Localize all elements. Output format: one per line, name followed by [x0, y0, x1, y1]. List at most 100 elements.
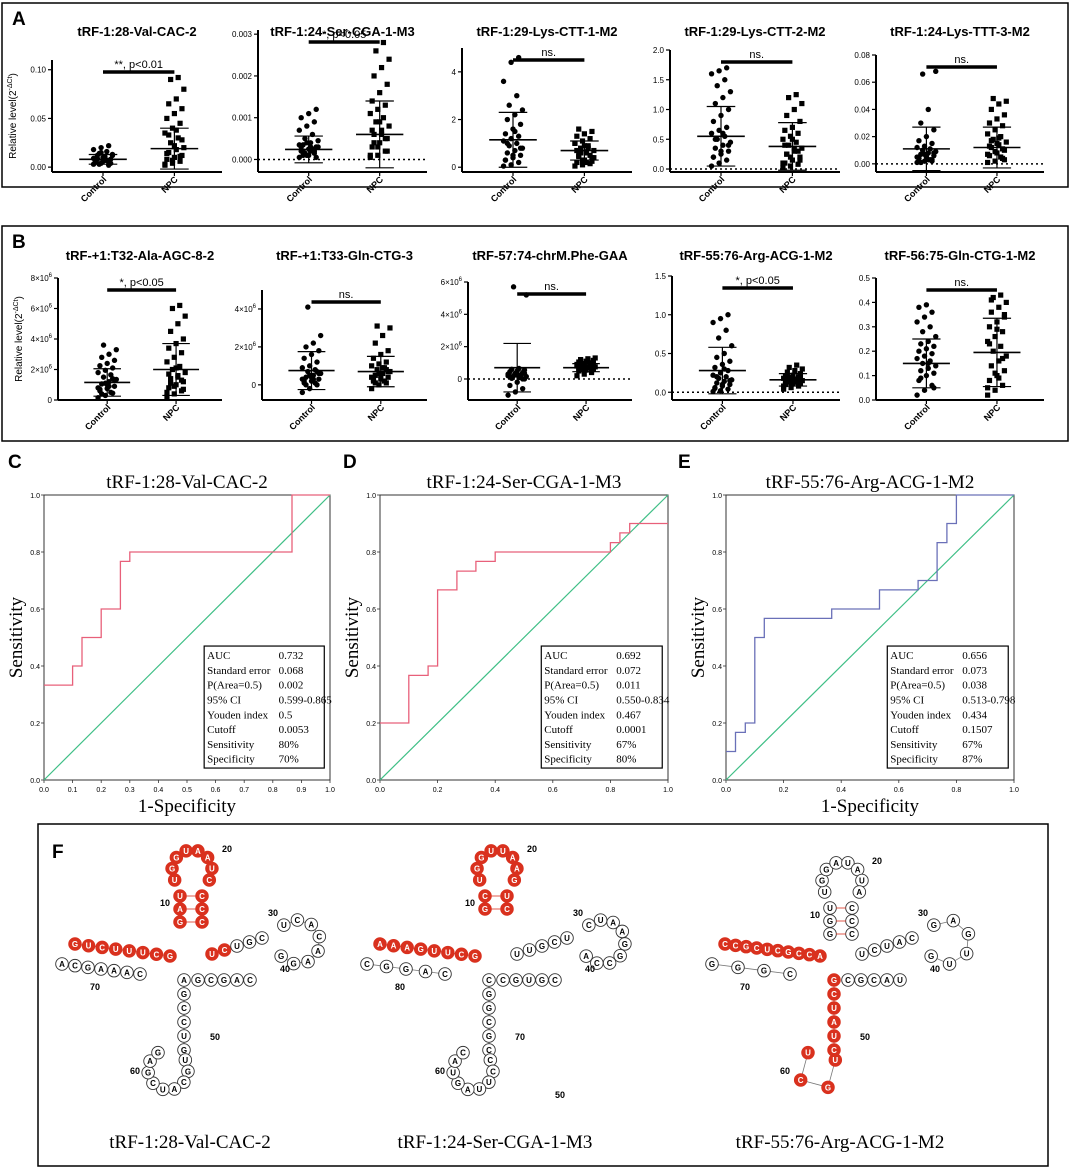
npc-point: [371, 73, 377, 79]
control-point: [98, 144, 104, 151]
npc-point: [998, 154, 1004, 160]
npc-point: [795, 380, 802, 386]
control-point: [510, 284, 517, 290]
npc-point: [168, 328, 174, 334]
npc-point: [992, 148, 998, 155]
y-tick-label: 2×106: [31, 365, 53, 375]
nucleotide-letter: A: [856, 888, 862, 897]
control-point: [515, 133, 522, 139]
y-tick-label: 4×106: [235, 304, 257, 314]
y-tick-label: 0.5: [859, 274, 871, 283]
significance-label: ns.: [544, 281, 559, 293]
nucleotide-letter: G: [761, 967, 767, 976]
nucleotide-letter: G: [827, 930, 833, 939]
significance-label: ns.: [954, 54, 969, 66]
control-point: [723, 374, 729, 380]
nucleotide: [613, 949, 627, 963]
nucleotide-letter: C: [500, 976, 506, 985]
roc-line: [44, 494, 330, 686]
npc-point: [171, 391, 177, 397]
control-point: [712, 145, 719, 151]
control-point: [305, 304, 311, 310]
control-point: [722, 77, 728, 83]
y-tick-label: 0: [252, 381, 257, 390]
scatter-plot-a1: tRF-1:28-Val-CAC-2 Relative level(2-ΔCt) 0…: [7, 24, 222, 204]
npc-point: [585, 145, 591, 151]
nucleotide-letter: C: [208, 976, 214, 985]
control-point: [504, 140, 511, 147]
nucleotide-letter: C: [154, 950, 160, 959]
npc-point: [179, 137, 185, 143]
npc-point: [793, 92, 799, 98]
highlighted-nucleotide: [827, 1015, 841, 1029]
nucleotide: [731, 960, 745, 975]
control-point: [517, 145, 524, 151]
panel-label-b: B: [12, 232, 26, 253]
npc-point: [178, 350, 185, 356]
npc-point: [784, 112, 790, 119]
npc-point: [382, 102, 388, 108]
stats-label: Specificity: [544, 754, 592, 766]
control-point: [918, 341, 924, 347]
nucleotide-letter: C: [295, 916, 301, 925]
control-point: [109, 365, 116, 371]
nucleotide-letter: A: [59, 960, 65, 969]
nucleotide-letter: G: [177, 918, 183, 927]
x-tick-label: 0.3: [125, 787, 135, 794]
npc-point: [378, 64, 385, 71]
control-point: [316, 370, 322, 377]
control-point: [916, 348, 922, 354]
npc-point: [162, 130, 168, 136]
npc-point: [376, 382, 382, 388]
y-tick-label: 0.6: [712, 607, 722, 614]
y-tick-label: 0.000: [232, 155, 253, 164]
npc-point: [797, 154, 803, 160]
npc-point: [988, 297, 994, 303]
nucleotide-letter: A: [177, 905, 183, 914]
chart-title: tRF-+1:T33-Gln-CTG-3: [276, 248, 413, 263]
npc-point: [382, 135, 388, 142]
npc-point: [985, 385, 991, 391]
chart-title: tRF-57:74-chrM.Phe-GAA: [472, 248, 628, 263]
nucleotide: [230, 939, 244, 953]
npc-point: [1001, 312, 1008, 318]
nucleotide-letter: C: [137, 970, 143, 979]
position-number: 50: [860, 1032, 870, 1042]
nucleotide-letter: G: [858, 976, 864, 985]
y-tick-label: 0.0: [655, 388, 667, 397]
nucleotide: [482, 1075, 496, 1089]
npc-point: [781, 386, 787, 392]
npc-point: [369, 363, 375, 369]
nucleotide: [942, 957, 957, 971]
nucleotide: [290, 913, 305, 927]
nucleotide-letter: A: [855, 866, 861, 875]
y-tick-label: 2×106: [441, 342, 463, 352]
nucleotide-letter: A: [172, 1085, 178, 1094]
npc-point: [177, 302, 183, 309]
highlighted-nucleotide: [827, 973, 841, 987]
nucleotide-letter: A: [98, 965, 104, 974]
npc-point: [173, 127, 179, 133]
npc-point: [786, 364, 792, 371]
scatter-plot-b4: tRF-55:76-Arg-ACG-1-M2 0.0 0.5 1.0 1.5 Contro…: [655, 248, 840, 432]
npc-point: [998, 343, 1004, 349]
nucleotide: [461, 1082, 475, 1097]
nucleotide-letter: G: [173, 854, 179, 863]
control-point: [919, 328, 926, 335]
roc-line: [726, 494, 1014, 753]
npc-point: [985, 151, 991, 157]
control-point: [918, 368, 924, 374]
npc-point: [784, 374, 790, 380]
control-point: [507, 382, 513, 389]
chart-title: tRF-1:24-Ser-CGA-1-M3: [270, 24, 414, 39]
y-tick-label: 0.02: [854, 133, 870, 142]
highlighted-nucleotide: [468, 949, 482, 963]
x-tick-label: 0.1: [68, 787, 78, 794]
position-number: 60: [130, 1066, 140, 1076]
nucleotide-letter: A: [181, 976, 187, 985]
nucleotide-letter: C: [486, 976, 492, 985]
y-tick-label: 4×106: [31, 334, 53, 344]
control-point: [104, 360, 110, 367]
y-tick-label: 0.00: [854, 160, 870, 169]
